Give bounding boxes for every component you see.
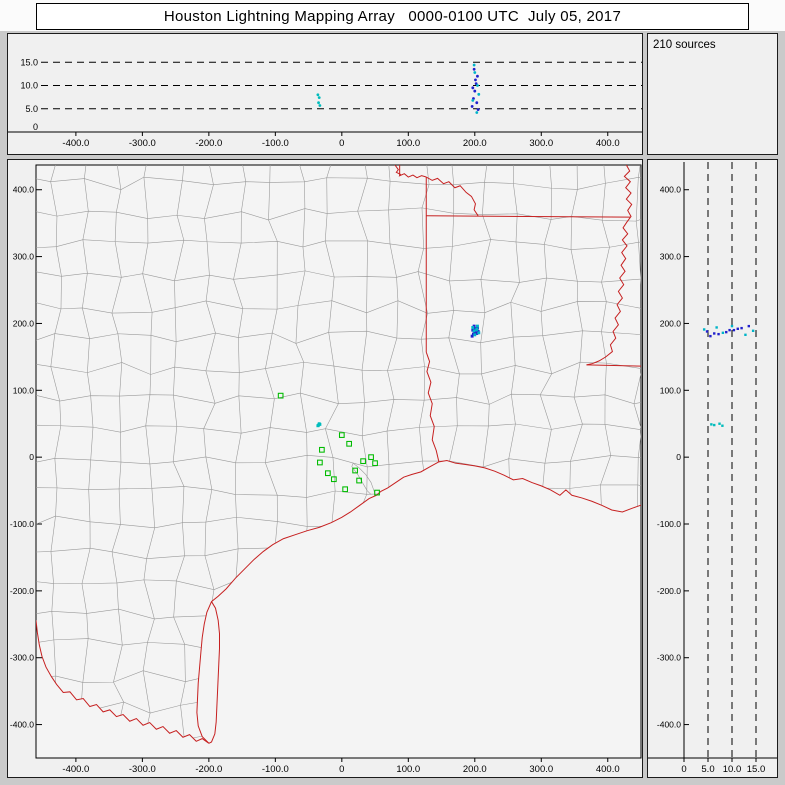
ns-altitude-panel: 0 5.0 10.0 15.0 400.0 300.0 200.0 100.0 0 -100.0 -…: [647, 159, 778, 778]
svg-text:100.0: 100.0: [396, 764, 420, 775]
svg-text:-100.0: -100.0: [262, 138, 289, 149]
svg-text:15.0: 15.0: [747, 764, 766, 775]
svg-text:400.0: 400.0: [596, 138, 620, 149]
info-panel: 210 sources: [647, 33, 778, 155]
svg-text:100.0: 100.0: [13, 385, 35, 395]
svg-text:200.0: 200.0: [13, 318, 35, 328]
svg-text:-100.0: -100.0: [657, 519, 681, 529]
title-strip: Houston Lightning Mapping Array 0000-010…: [0, 0, 785, 31]
svg-text:10.0: 10.0: [723, 764, 742, 775]
svg-text:-300.0: -300.0: [129, 764, 156, 775]
svg-text:400.0: 400.0: [596, 764, 620, 775]
svg-text:-200.0: -200.0: [10, 586, 34, 596]
svg-text:400.0: 400.0: [660, 185, 682, 195]
svg-text:200.0: 200.0: [463, 138, 487, 149]
svg-text:15.0: 15.0: [20, 57, 38, 67]
svg-text:300.0: 300.0: [529, 764, 553, 775]
svg-text:0: 0: [29, 452, 34, 462]
svg-text:-100.0: -100.0: [10, 519, 34, 529]
page-title: Houston Lightning Mapping Array 0000-010…: [163, 8, 622, 25]
svg-text:5.0: 5.0: [25, 104, 38, 114]
svg-text:-400.0: -400.0: [10, 720, 34, 730]
svg-text:5.0: 5.0: [701, 764, 714, 775]
svg-text:100.0: 100.0: [396, 138, 420, 149]
ns-altitude-plot[interactable]: 0 5.0 10.0 15.0 400.0 300.0 200.0 100.0 0 -100.0 -…: [648, 160, 777, 777]
svg-text:-300.0: -300.0: [657, 653, 681, 663]
state-borders-layer: [36, 165, 641, 744]
svg-text:300.0: 300.0: [13, 252, 35, 262]
svg-text:-200.0: -200.0: [195, 138, 222, 149]
plan-view-map-plot[interactable]: 400.0 300.0 200.0 100.0 0 -100.0 -200.0 -300.0 -…: [8, 160, 642, 777]
ew-altitude-plot[interactable]: 15.0 10.0 5.0 0 -400.0 -300.0 -200.0 -100.0 0 100…: [8, 34, 642, 154]
svg-text:-100.0: -100.0: [262, 764, 289, 775]
plan-view-panel: 400.0 300.0 200.0 100.0 0 -100.0 -200.0 -300.0 -…: [7, 159, 643, 778]
svg-text:100.0: 100.0: [660, 385, 682, 395]
title-box: Houston Lightning Mapping Array 0000-010…: [36, 3, 749, 30]
svg-text:0: 0: [676, 452, 681, 462]
galveston-bay-outline: [351, 462, 376, 495]
svg-text:300.0: 300.0: [660, 252, 682, 262]
svg-text:-400.0: -400.0: [657, 720, 681, 730]
svg-text:-200.0: -200.0: [195, 764, 222, 775]
svg-text:200.0: 200.0: [660, 318, 682, 328]
svg-text:0: 0: [339, 764, 344, 775]
svg-text:-300.0: -300.0: [10, 653, 34, 663]
sources-layer: [316, 324, 481, 428]
svg-text:-200.0: -200.0: [657, 586, 681, 596]
svg-text:10.0: 10.0: [20, 81, 38, 91]
svg-text:200.0: 200.0: [463, 764, 487, 775]
sources-count-label: 210 sources: [653, 39, 716, 51]
svg-text:-300.0: -300.0: [129, 138, 156, 149]
svg-text:300.0: 300.0: [529, 138, 553, 149]
svg-text:0: 0: [339, 138, 344, 149]
svg-text:400.0: 400.0: [13, 185, 35, 195]
svg-text:-400.0: -400.0: [62, 764, 89, 775]
svg-text:-400.0: -400.0: [62, 138, 89, 149]
svg-text:0: 0: [33, 122, 38, 132]
svg-text:0: 0: [681, 764, 686, 775]
ew-altitude-panel: 15.0 10.0 5.0 0 -400.0 -300.0 -200.0 -100.0 0 100…: [7, 33, 643, 155]
stations-layer: [277, 392, 380, 496]
